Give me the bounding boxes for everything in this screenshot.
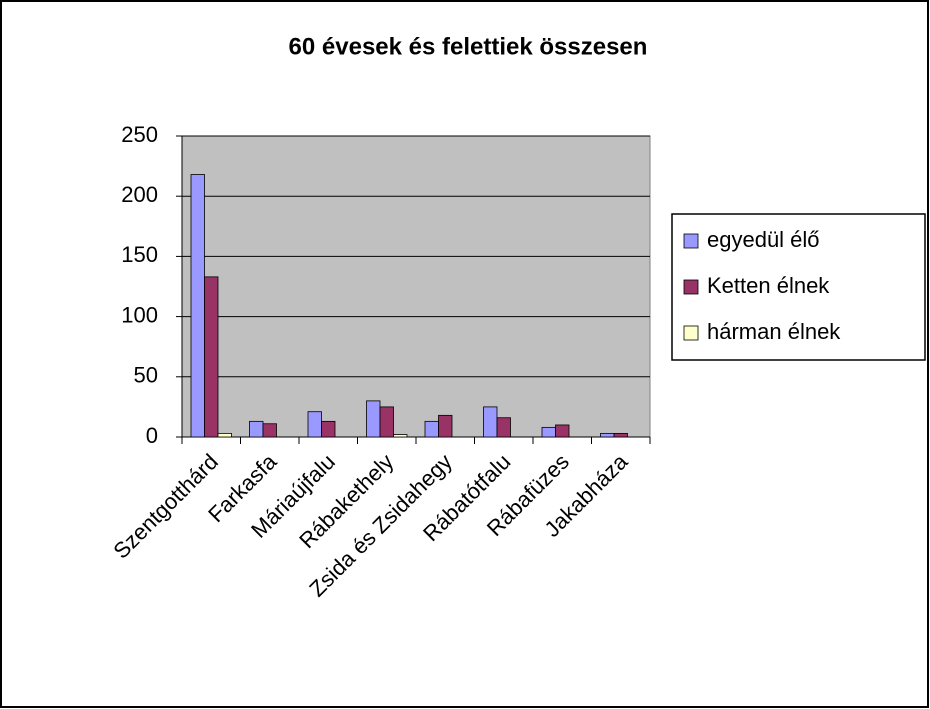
legend — [671, 213, 926, 361]
y-tick-label: 50 — [134, 363, 158, 388]
legend-swatch — [683, 325, 699, 341]
bar — [204, 276, 219, 438]
legend-swatch — [683, 233, 699, 249]
y-tick-label: 200 — [121, 182, 158, 207]
legend-swatch — [683, 279, 699, 295]
bar — [190, 174, 205, 438]
bar — [483, 406, 498, 438]
bar — [366, 400, 381, 438]
bar — [379, 406, 394, 438]
legend-label: hárman élnek — [707, 319, 841, 344]
y-tick-label: 100 — [121, 302, 158, 327]
bar — [613, 432, 628, 438]
chart-title: 60 évesek és felettiek összesen — [289, 33, 648, 60]
y-tick-label: 150 — [121, 242, 158, 267]
legend-label: egyedül élő — [707, 227, 820, 252]
bar — [496, 417, 511, 438]
plot-area — [181, 135, 651, 438]
bar — [393, 434, 408, 438]
legend-label: Ketten élnek — [707, 273, 830, 298]
bar — [249, 420, 264, 438]
y-tick-label: 250 — [121, 122, 158, 147]
y-tick-label: 0 — [146, 423, 158, 448]
bar — [424, 420, 439, 438]
bar — [600, 432, 615, 438]
bar — [307, 411, 322, 438]
bar — [438, 414, 453, 438]
bar — [217, 432, 232, 438]
bar — [555, 424, 570, 438]
bar — [262, 423, 277, 438]
bar — [541, 426, 556, 438]
bar — [321, 420, 336, 438]
